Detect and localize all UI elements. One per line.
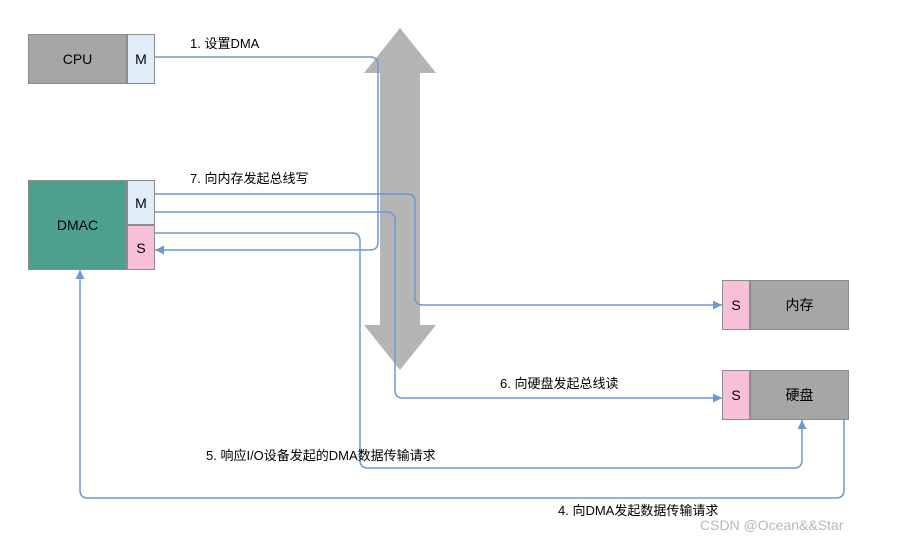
dmac-s-label: S <box>136 240 145 256</box>
bus-double-arrow <box>364 28 436 370</box>
label-step-1: 1. 设置DMA <box>190 33 259 52</box>
label-step-4: 4. 向DMA发起数据传输请求 <box>558 500 718 519</box>
dmac-s-port: S <box>127 225 155 270</box>
watermark-text: CSDN @Ocean&&Star <box>700 517 843 533</box>
cpu-label: CPU <box>63 51 93 67</box>
dmac-m-port: M <box>127 180 155 225</box>
edge-setup-dma <box>155 57 378 250</box>
diagram-canvas: CPU M DMAC M S S 内存 S 硬盘 1. 设置DMA 7. 向内存… <box>0 0 899 542</box>
dmac-m-label: M <box>135 195 147 211</box>
cpu-m-label: M <box>135 51 147 67</box>
memory-block: 内存 <box>750 280 849 330</box>
edge-dma-response <box>155 233 802 468</box>
disk-block: 硬盘 <box>750 370 849 420</box>
label-step-7: 7. 向内存发起总线写 <box>190 168 308 187</box>
disk-s-label: S <box>731 387 740 403</box>
dmac-block: DMAC <box>28 180 127 270</box>
memory-s-port: S <box>722 280 750 330</box>
disk-s-port: S <box>722 370 750 420</box>
label-step-6: 6. 向硬盘发起总线读 <box>500 373 618 392</box>
label-step-5: 5. 响应I/O设备发起的DMA数据传输请求 <box>206 445 436 464</box>
cpu-block: CPU <box>28 34 127 84</box>
mem-s-label: S <box>731 297 740 313</box>
disk-label: 硬盘 <box>786 385 814 405</box>
edge-disk-read <box>155 212 722 398</box>
dmac-label: DMAC <box>57 217 98 233</box>
mem-label: 内存 <box>786 295 814 315</box>
cpu-m-port: M <box>127 34 155 84</box>
edge-mem-write <box>155 194 722 305</box>
